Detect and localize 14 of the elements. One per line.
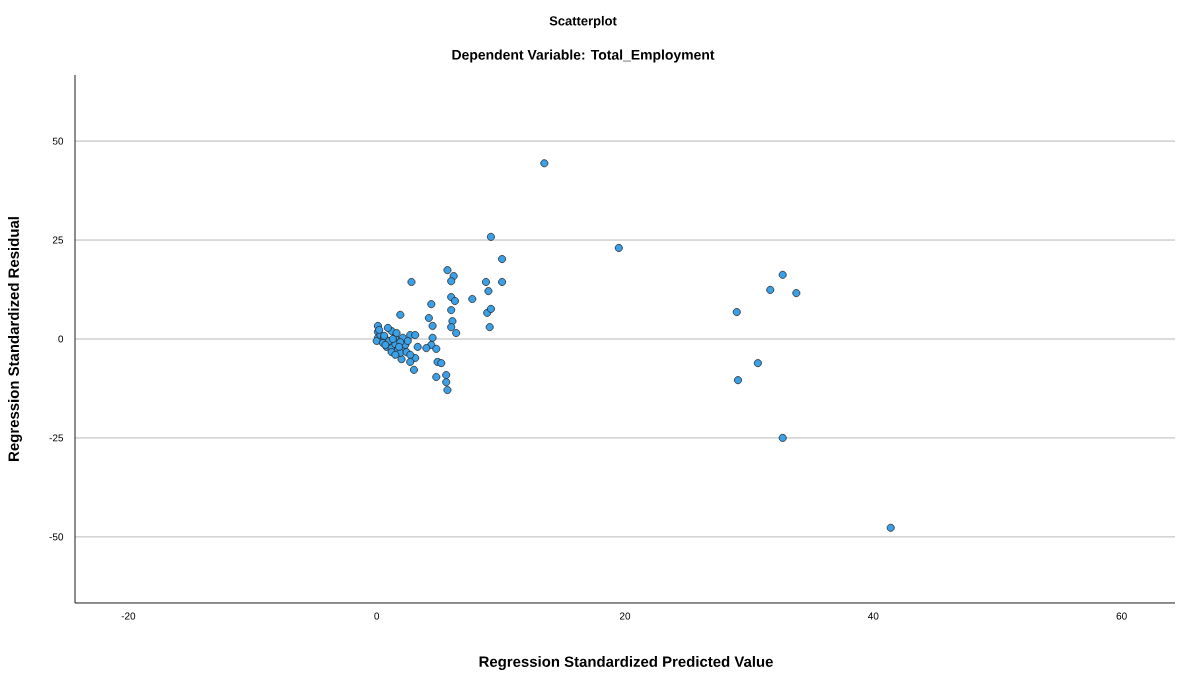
x-tick-label: -20 (121, 612, 136, 620)
chart-subtitle: Dependent Variable: Total_Employment (452, 49, 715, 63)
x-tick-label: 20 (619, 612, 631, 620)
y-axis-title: Regression Standardized Residual (8, 217, 23, 461)
x-tick-label: 60 (1116, 612, 1127, 620)
x-tick-label: 0 (374, 612, 380, 620)
x-tick-label: 40 (868, 612, 879, 620)
y-tick-label: -25 (49, 434, 64, 442)
chart-title: Scatterplot (549, 15, 617, 29)
x-axis-title: Regression Standardized Predicted Value (479, 655, 773, 670)
y-tick-label: 50 (52, 137, 64, 145)
y-tick-label: -50 (49, 533, 64, 541)
y-tick-label: 25 (52, 236, 64, 244)
y-tick-label: 0 (58, 335, 64, 343)
